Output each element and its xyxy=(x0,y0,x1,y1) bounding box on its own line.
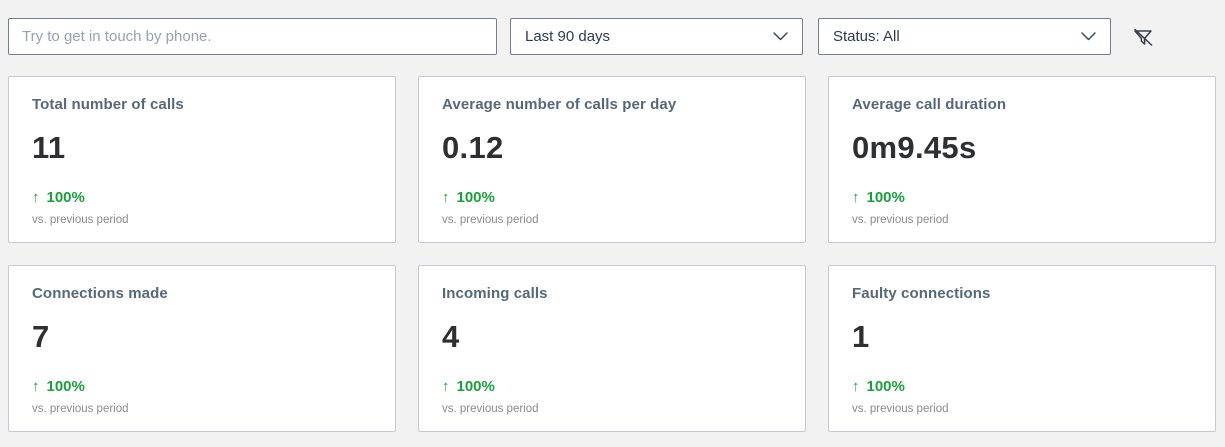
stat-card-delta-value: 100% xyxy=(866,189,905,206)
stat-card-delta-value: 100% xyxy=(46,189,85,206)
stat-card-avg-calls-per-day: Average number of calls per day 0.12 ↑ 1… xyxy=(418,76,806,243)
stat-card-value: 0m9.45s xyxy=(852,130,977,165)
stat-card-delta-value: 100% xyxy=(866,378,905,395)
trend-up-arrow-icon: ↑ xyxy=(32,378,40,395)
stat-card-delta: ↑ 100% xyxy=(852,378,1192,395)
stat-card-title: Total number of calls xyxy=(32,96,184,113)
status-dropdown[interactable]: Status: All xyxy=(818,18,1111,55)
trend-up-arrow-icon: ↑ xyxy=(442,189,450,206)
stat-card-value: 4 xyxy=(442,319,460,354)
stat-card-comparison: vs. previous period xyxy=(442,214,539,226)
stat-card-faulty-connections: Faulty connections 1 ↑ 100% vs. previous… xyxy=(828,265,1216,432)
stat-card-delta: ↑ 100% xyxy=(442,378,782,395)
stat-card-comparison: vs. previous period xyxy=(442,403,539,415)
filter-toolbar: Last 90 days Status: All xyxy=(0,0,1225,55)
stat-card-title: Incoming calls xyxy=(442,285,548,302)
trend-up-arrow-icon: ↑ xyxy=(852,189,860,206)
stat-card-delta-value: 100% xyxy=(456,189,495,206)
stats-grid: Total number of calls 11 ↑ 100% vs. prev… xyxy=(0,76,1225,432)
stat-card-incoming-calls: Incoming calls 4 ↑ 100% vs. previous per… xyxy=(418,265,806,432)
stat-card-title: Connections made xyxy=(32,285,168,302)
stat-card-connections-made: Connections made 7 ↑ 100% vs. previous p… xyxy=(8,265,396,432)
stat-card-value: 0.12 xyxy=(442,130,504,165)
trend-up-arrow-icon: ↑ xyxy=(852,378,860,395)
stat-card-delta: ↑ 100% xyxy=(32,189,372,206)
trend-up-arrow-icon: ↑ xyxy=(442,378,450,395)
date-range-label: Last 90 days xyxy=(525,28,611,45)
stat-card-comparison: vs. previous period xyxy=(32,403,129,415)
stat-card-value: 1 xyxy=(852,319,870,354)
date-range-dropdown[interactable]: Last 90 days xyxy=(510,18,803,55)
stat-card-delta: ↑ 100% xyxy=(852,189,1192,206)
stat-card-value: 11 xyxy=(32,130,66,165)
stat-card-comparison: vs. previous period xyxy=(32,214,129,226)
stat-card-avg-call-duration: Average call duration 0m9.45s ↑ 100% vs.… xyxy=(828,76,1216,243)
clear-filters-button[interactable] xyxy=(1128,22,1158,52)
stat-card-delta: ↑ 100% xyxy=(32,378,372,395)
stat-card-delta-value: 100% xyxy=(456,378,495,395)
stat-card-value: 7 xyxy=(32,319,50,354)
stat-card-comparison: vs. previous period xyxy=(852,403,949,415)
trend-up-arrow-icon: ↑ xyxy=(32,189,40,206)
status-label: Status: All xyxy=(833,28,900,45)
filter-off-icon xyxy=(1131,25,1155,49)
stat-card-title: Average number of calls per day xyxy=(442,96,677,113)
chevron-down-icon xyxy=(773,32,788,41)
stat-card-delta: ↑ 100% xyxy=(442,189,782,206)
stat-card-title: Faulty connections xyxy=(852,285,991,302)
chevron-down-icon xyxy=(1081,32,1096,41)
stat-card-comparison: vs. previous period xyxy=(852,214,949,226)
search-input[interactable] xyxy=(8,18,497,55)
stat-card-title: Average call duration xyxy=(852,96,1007,113)
stat-card-total-calls: Total number of calls 11 ↑ 100% vs. prev… xyxy=(8,76,396,243)
stat-card-delta-value: 100% xyxy=(46,378,85,395)
